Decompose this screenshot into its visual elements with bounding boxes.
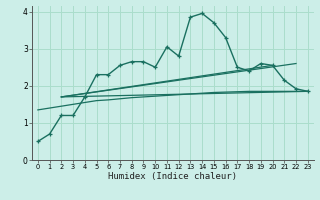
X-axis label: Humidex (Indice chaleur): Humidex (Indice chaleur) — [108, 172, 237, 181]
